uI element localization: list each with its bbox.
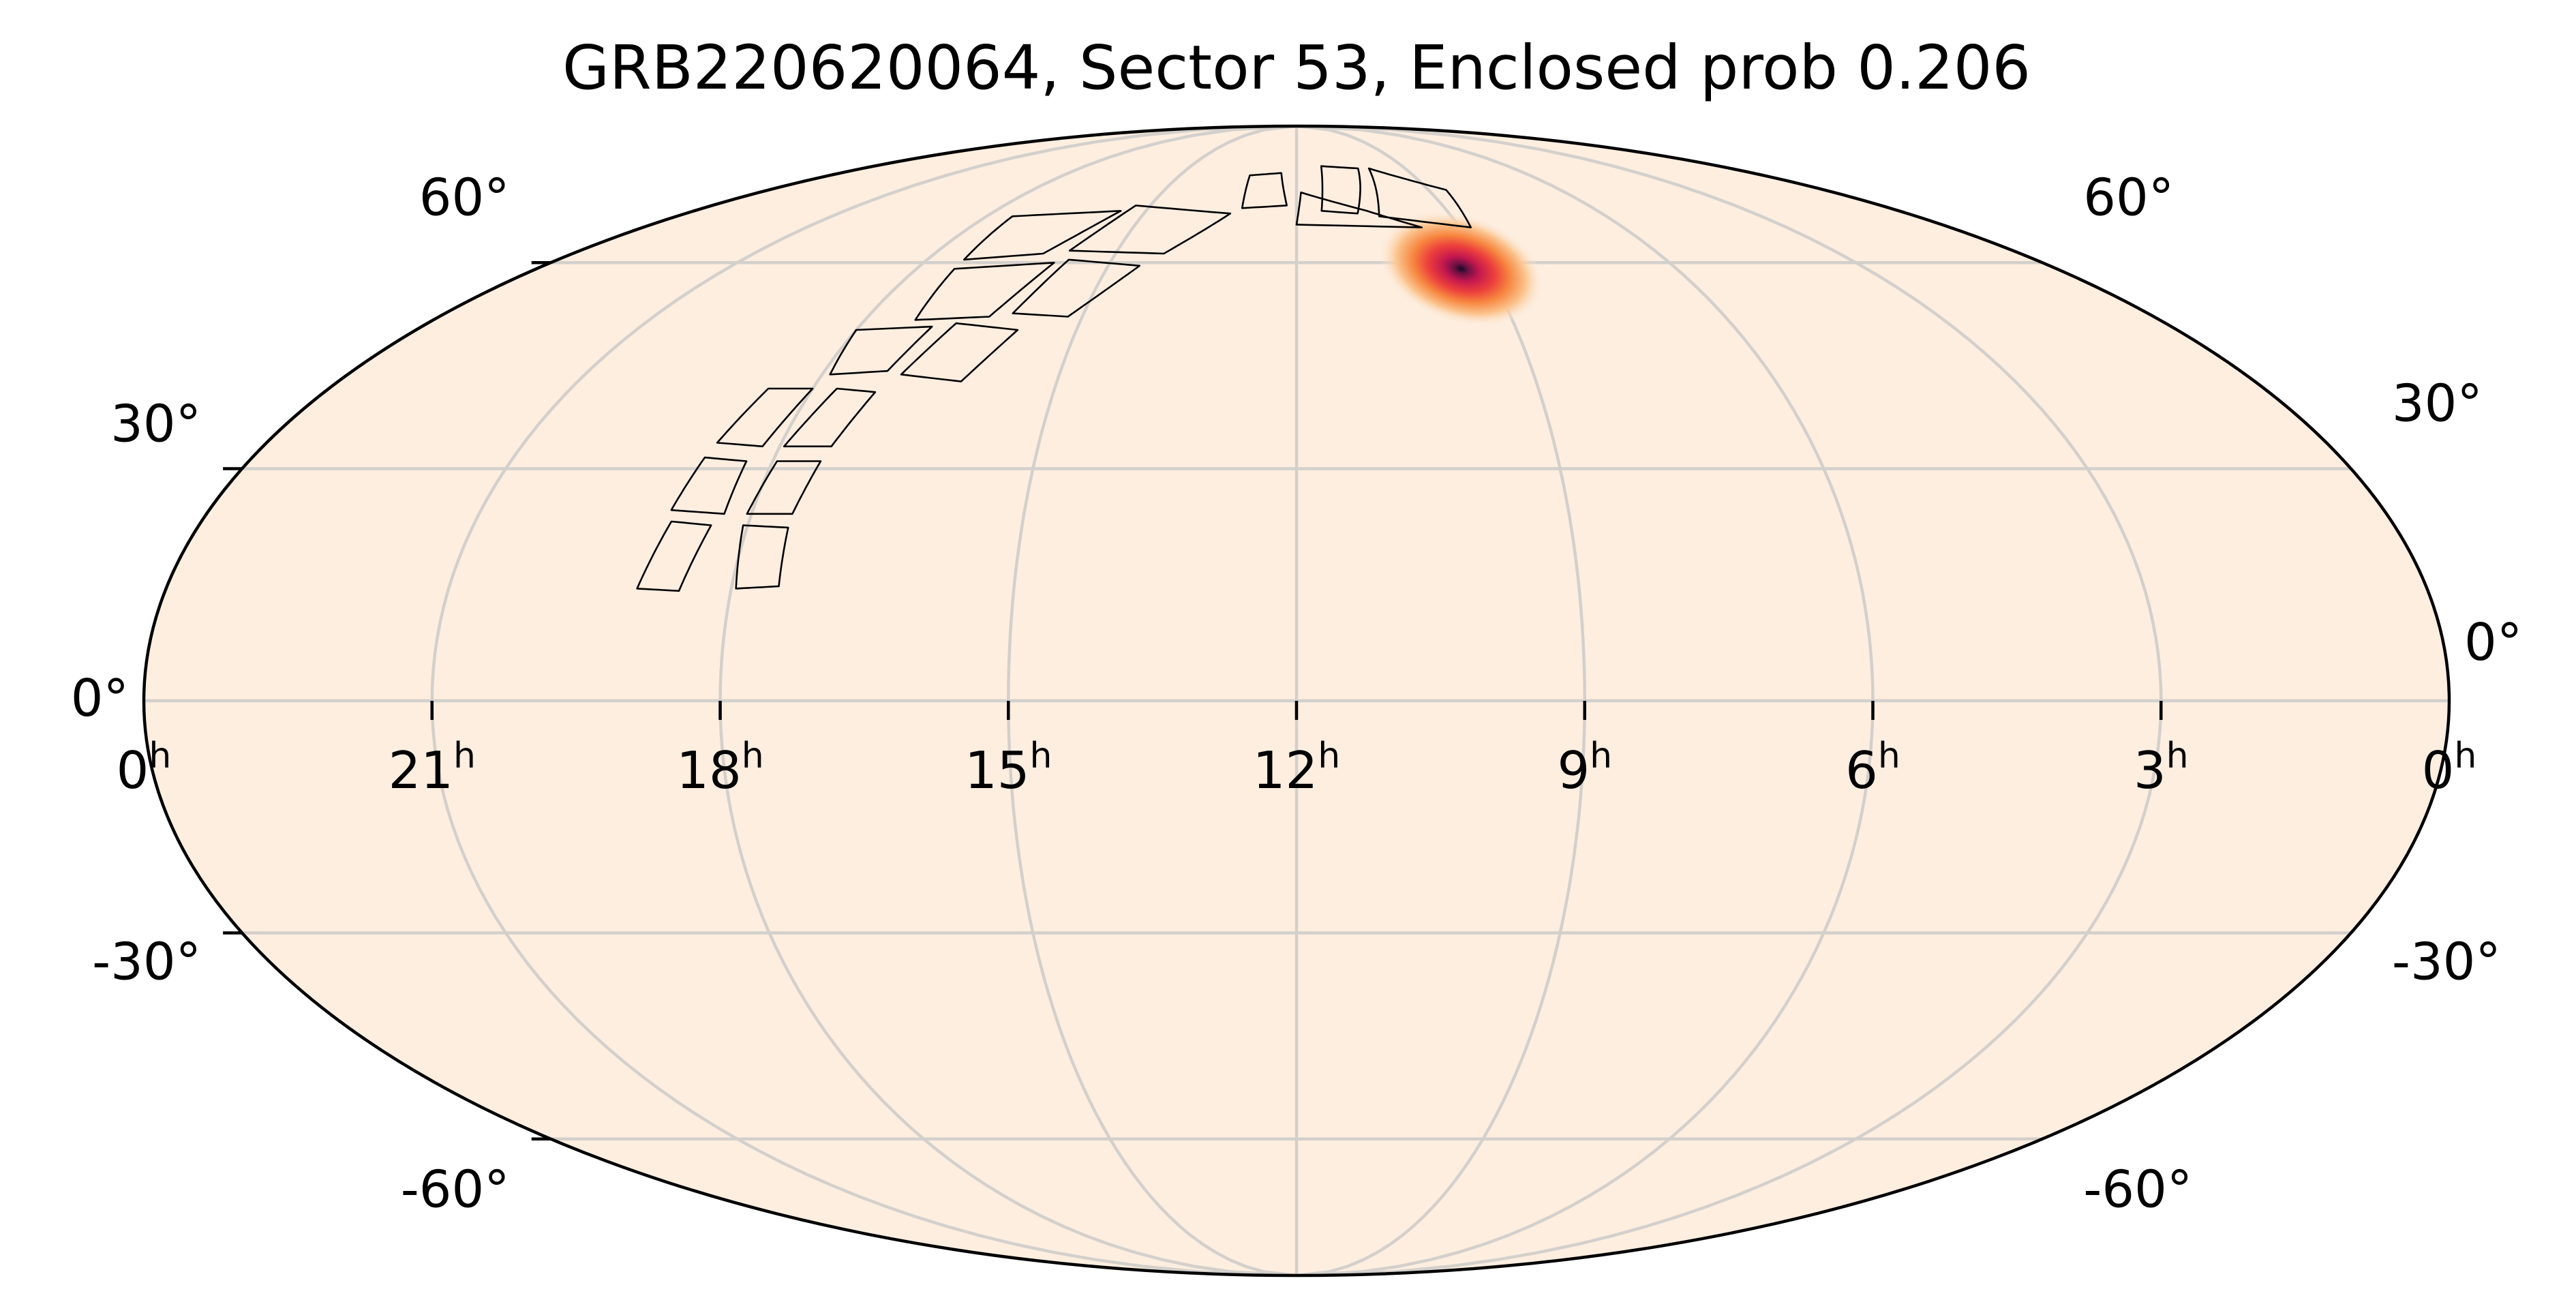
ra-tick-unit: h [2454, 736, 2476, 776]
ra-tick-unit: h [742, 736, 764, 776]
ccd-tile-outline [1241, 172, 1288, 209]
localization-heatmap [1378, 211, 1544, 327]
ccd-tile-outline [1012, 258, 1141, 318]
ccd-tile-outline [914, 262, 1055, 321]
dec-tick-label-right: 60° [2083, 167, 2174, 227]
ra-tick-label: 6h [1845, 736, 1900, 800]
ra-tick-label: 3h [2134, 736, 2189, 800]
dec-tick-label-left: -60° [401, 1160, 510, 1220]
ra-tick-label: 21h [389, 736, 476, 800]
dec-tick-label-right: 30° [2392, 374, 2483, 434]
dec-tick-label-left: 30° [110, 394, 201, 454]
dec-tick-label-left: 0° [71, 668, 129, 728]
ccd-tile-outline [829, 325, 933, 376]
ccd-tile-outline [963, 210, 1122, 261]
ra-tick-unit: h [1878, 736, 1900, 776]
ra-tick-unit: h [453, 736, 476, 776]
ra-tick-label: 9h [1557, 736, 1612, 800]
ccd-tile-outline [636, 520, 712, 592]
localization-blob [1378, 211, 1544, 327]
dec-tick-label-right: -60° [2083, 1160, 2192, 1220]
ccd-tile-outline [1068, 205, 1232, 255]
ccd-tile-outline [735, 524, 789, 590]
ccd-tile-outline [716, 387, 814, 448]
ccd-tile-outline [670, 456, 748, 515]
ccd-tile-outline [746, 460, 822, 515]
ccd-tile-outline [1320, 165, 1361, 215]
ra-tick-unit: h [2166, 736, 2189, 776]
dec-tick-label-left: -30° [92, 932, 201, 992]
ra-tick-unit: h [1318, 736, 1340, 776]
ccd-tile-outline [1367, 167, 1472, 228]
dec-tick-label-right: 0° [2464, 612, 2522, 672]
ra-tick-unit: h [1030, 736, 1052, 776]
tess-sector-footprint [636, 165, 1472, 592]
dec-tick-label-left: 60° [419, 167, 510, 227]
chart-title: GRB220620064, Sector 53, Enclosed prob 0… [562, 32, 2031, 103]
ra-tick-unit: h [149, 736, 171, 776]
dec-tick-label-right: -30° [2392, 932, 2501, 992]
ccd-tile-outline [1295, 192, 1423, 228]
sky-outline [142, 124, 2451, 1278]
ra-tick-label: 0h [2422, 736, 2477, 800]
ccd-tile-outline [900, 322, 1019, 382]
ra-tick-unit: h [1590, 736, 1612, 776]
ccd-tile-outline [783, 387, 877, 448]
